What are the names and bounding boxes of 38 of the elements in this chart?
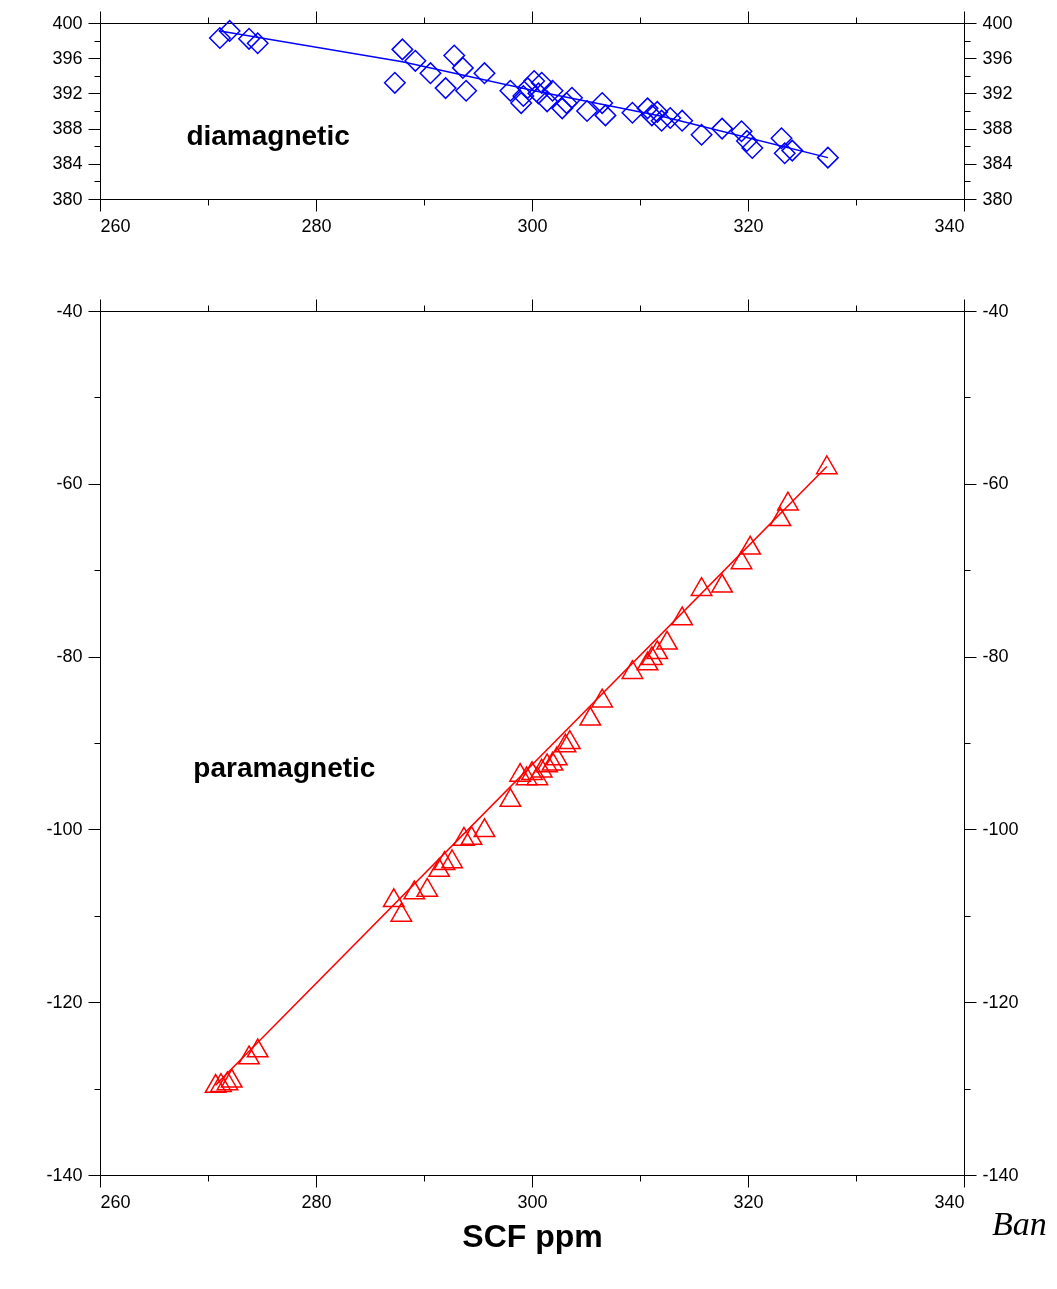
y2-tick-label: -40 (982, 300, 1009, 321)
y2-tick-label: 392 (982, 82, 1013, 103)
text: paramagnetic (193, 751, 376, 783)
y-tick-label: 400 (52, 12, 83, 33)
y-tick-label: -60 (56, 473, 83, 494)
y2-tick-label: 380 (982, 188, 1013, 209)
x-tick-label: 320 (733, 1191, 764, 1212)
y2-tick-label: -60 (982, 473, 1009, 494)
y-tick-label: 384 (52, 153, 83, 174)
x-tick-label: 300 (517, 1191, 548, 1212)
x-tick-label: 260 (100, 1191, 131, 1212)
x-tick-label: 280 (301, 1191, 332, 1212)
y2-tick-label: 384 (982, 153, 1013, 174)
y-tick-label: 380 (52, 188, 83, 209)
y2-tick-label: -100 (982, 818, 1019, 839)
x-tick-label: 260 (100, 215, 131, 236)
y2-tick-label: 396 (982, 47, 1013, 68)
y-tick-label: 396 (52, 47, 83, 68)
y-tick-label: -40 (56, 300, 83, 321)
y2-tick-label: 388 (982, 118, 1013, 139)
y-tick-label: 388 (52, 118, 83, 139)
series-label: diamagnetic (186, 120, 350, 152)
y-tick-label: -100 (46, 818, 83, 839)
y-tick-label: 392 (52, 82, 83, 103)
x-tick-label: 340 (934, 215, 965, 236)
y2-tick-label: -80 (982, 646, 1009, 667)
y2-tick-label: -140 (982, 1164, 1019, 1185)
y2-tick-label: -120 (982, 991, 1019, 1012)
x-tick-label: 280 (301, 215, 332, 236)
x-tick-label: 340 (934, 1191, 965, 1212)
y2-tick-label: 400 (982, 12, 1013, 33)
text: Ban (992, 1205, 1047, 1242)
x-tick-label: 320 (733, 215, 764, 236)
y-tick-label: -140 (46, 1164, 83, 1185)
y-tick-label: -120 (46, 991, 83, 1012)
x-axis-title: SCF ppm (462, 1217, 603, 1254)
x-tick-label: 300 (517, 215, 548, 236)
y-tick-label: -80 (56, 646, 83, 667)
